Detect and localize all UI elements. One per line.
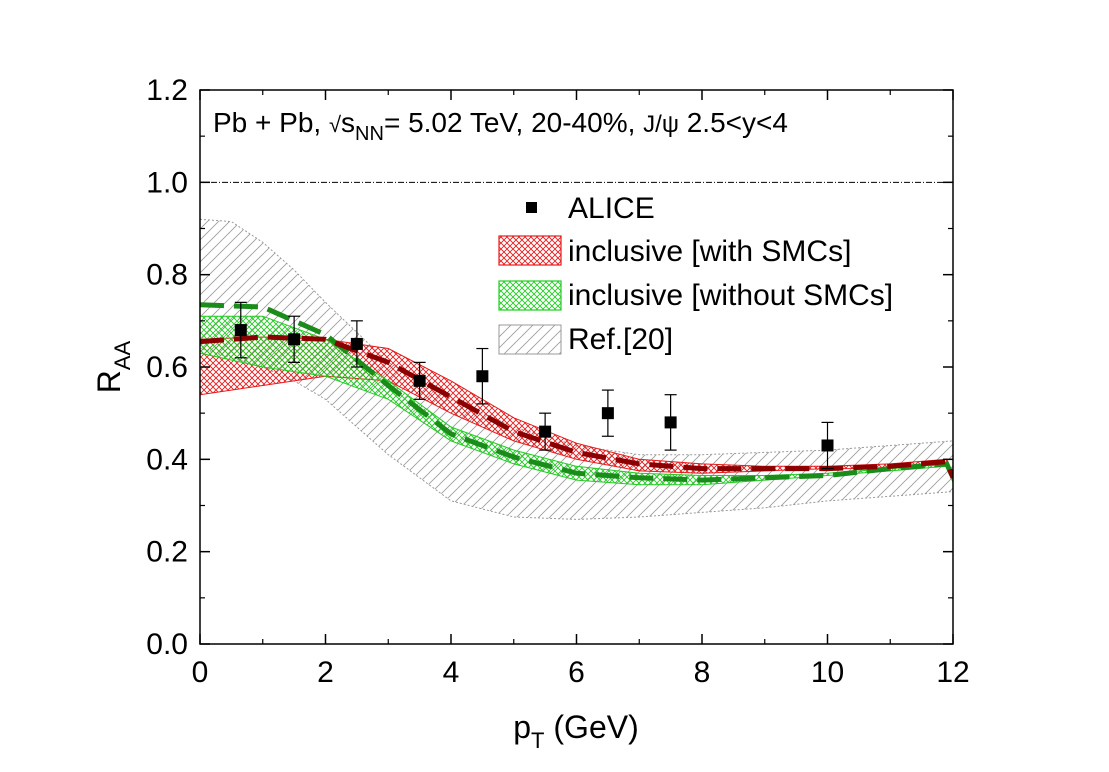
alice-marker bbox=[664, 416, 677, 429]
x-tick-label: 0 bbox=[192, 656, 209, 689]
bands-layer bbox=[200, 218, 953, 520]
axis-ticks-layer bbox=[199, 89, 954, 645]
y-axis-title-sub: AA bbox=[110, 340, 135, 370]
annotation-sqrt: √ bbox=[329, 112, 342, 137]
x-tick-label: 8 bbox=[694, 656, 711, 689]
ref20-band bbox=[200, 218, 953, 520]
with-smcs-central-line bbox=[200, 334, 953, 479]
legend-label-with-smcs: inclusive [with SMCs] bbox=[568, 235, 851, 268]
central-lines-layer bbox=[200, 302, 953, 483]
alice-point bbox=[821, 421, 834, 470]
x-tick-label: 4 bbox=[443, 656, 460, 689]
alice-point bbox=[664, 394, 677, 451]
legend-swatch-with-smcs bbox=[498, 235, 562, 266]
legend: ALICE inclusive [with SMCs] inclusive [w… bbox=[498, 192, 893, 356]
alice-marker bbox=[350, 337, 363, 350]
annotation-s: s bbox=[341, 107, 355, 138]
y-tick-label: 0.2 bbox=[146, 536, 188, 569]
y-axis-title: RAA bbox=[91, 340, 135, 393]
annotation-rapidity: 2.5<y<4 bbox=[679, 107, 788, 138]
chart-annotation: Pb + Pb, √sNN= 5.02 TeV, 20-40%, J/ψ 2.5… bbox=[213, 107, 788, 145]
x-tick-label: 12 bbox=[936, 656, 969, 689]
alice-marker bbox=[539, 425, 552, 438]
alice-point bbox=[350, 320, 363, 368]
legend-label-alice: ALICE bbox=[568, 192, 655, 225]
x-axis-title-sub: T bbox=[531, 728, 544, 753]
alice-point bbox=[413, 361, 426, 400]
x-axis-title: pT (GeV) bbox=[513, 709, 638, 753]
y-axis-title-main: R bbox=[91, 370, 127, 393]
annotation-s-sub: NN bbox=[355, 123, 384, 145]
x-tick-label: 6 bbox=[568, 656, 585, 689]
x-tick-label: 10 bbox=[811, 656, 844, 689]
legend-swatch-without-smcs bbox=[498, 280, 562, 311]
y-tick-label: 1.0 bbox=[146, 166, 188, 199]
alice-marker bbox=[234, 324, 247, 337]
alice-point bbox=[288, 315, 301, 363]
x-tick-label: 2 bbox=[317, 656, 334, 689]
alice-marker bbox=[821, 439, 834, 452]
alice-points-layer bbox=[234, 301, 834, 470]
annotation-energy: = 5.02 TeV, 20-40%, bbox=[384, 107, 643, 138]
alice-marker bbox=[476, 370, 489, 383]
alice-point bbox=[539, 412, 552, 451]
x-axis-title-main: p bbox=[513, 709, 531, 745]
y-tick-label: 1.2 bbox=[146, 74, 188, 107]
legend-marker-alice bbox=[526, 202, 537, 213]
legend-label-ref20: Ref.[20] bbox=[568, 323, 673, 356]
with-smcs-band bbox=[200, 336, 953, 483]
x-axis-title-unit: (GeV) bbox=[545, 709, 639, 745]
tick-labels-layer: 0 2 4 6 8 10 12 0.0 0.2 0.4 0.6 0.8 1.0 1.2 bbox=[146, 74, 969, 689]
alice-point bbox=[234, 301, 247, 359]
y-tick-label: 0.0 bbox=[146, 628, 188, 661]
y-tick-label: 0.6 bbox=[146, 351, 188, 384]
alice-point bbox=[601, 389, 614, 437]
alice-marker bbox=[413, 374, 426, 387]
annotation-system: Pb + Pb, bbox=[213, 107, 329, 138]
alice-point bbox=[476, 347, 489, 405]
annotation-particle: J/ψ bbox=[643, 111, 679, 138]
legend-swatch-ref20 bbox=[498, 324, 562, 355]
legend-label-without-smcs: inclusive [without SMCs] bbox=[568, 279, 893, 312]
alice-marker bbox=[601, 407, 614, 420]
y-tick-label: 0.4 bbox=[146, 443, 188, 476]
alice-marker bbox=[288, 333, 301, 346]
y-tick-label: 0.8 bbox=[146, 259, 188, 292]
without-smcs-band bbox=[200, 315, 953, 486]
